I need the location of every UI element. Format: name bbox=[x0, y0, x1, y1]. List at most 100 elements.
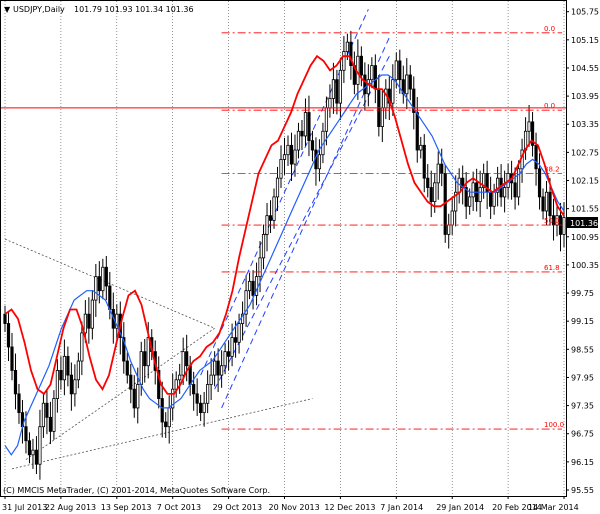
candle-body bbox=[157, 370, 161, 399]
candle-body bbox=[548, 191, 552, 217]
candle-body bbox=[338, 69, 343, 104]
candle-body bbox=[537, 168, 542, 198]
candle-body bbox=[544, 191, 549, 212]
price-tick-label: 99.75 bbox=[571, 289, 594, 298]
candle-body bbox=[132, 388, 136, 409]
candle-body bbox=[223, 351, 227, 367]
candle-body bbox=[530, 121, 535, 146]
candle-body bbox=[167, 407, 171, 428]
candle-body bbox=[230, 337, 234, 357]
candle-body bbox=[394, 60, 398, 81]
candle-body bbox=[73, 379, 77, 395]
price-tick-label: 100.35 bbox=[571, 261, 599, 270]
candle-body bbox=[181, 351, 185, 376]
candle-body bbox=[503, 187, 507, 198]
candle-body bbox=[363, 74, 367, 95]
candle-body bbox=[447, 224, 451, 235]
time-tick-label: 7 Jan 2014 bbox=[380, 503, 423, 512]
candle-body bbox=[534, 144, 538, 170]
candle-body bbox=[237, 323, 241, 343]
candle-body bbox=[104, 266, 108, 287]
candle-body bbox=[160, 398, 164, 423]
current-price-box bbox=[567, 217, 598, 228]
candle-body bbox=[496, 177, 500, 193]
candle-body bbox=[412, 88, 416, 113]
candle-body bbox=[471, 182, 475, 198]
time-tick-label: 13 Sep 2013 bbox=[101, 503, 152, 512]
price-tick-label: 97.35 bbox=[571, 402, 594, 411]
candle-body bbox=[101, 266, 105, 292]
candle-body bbox=[206, 384, 210, 404]
candle-body bbox=[258, 257, 262, 278]
price-tick-label: 96.15 bbox=[571, 458, 594, 467]
candle-body bbox=[139, 351, 143, 385]
candle-body bbox=[415, 112, 419, 151]
candle-body bbox=[247, 280, 252, 292]
candle-body bbox=[296, 130, 301, 151]
symbol-triangle-icon: ▼ bbox=[4, 5, 11, 14]
candle-body bbox=[108, 285, 112, 310]
candle-body bbox=[359, 55, 363, 76]
time-tick-label: 14 Mar 2014 bbox=[528, 503, 579, 512]
candle-body bbox=[300, 130, 304, 137]
candle-body bbox=[69, 374, 73, 395]
candle-body bbox=[199, 402, 203, 414]
candle-body bbox=[331, 79, 336, 99]
time-tick-label: 20 Feb 2014 bbox=[492, 503, 542, 512]
candle-body bbox=[419, 144, 423, 151]
slow-moving-average-line bbox=[4, 54, 565, 396]
candle-body bbox=[349, 41, 353, 67]
candle-body bbox=[80, 332, 84, 362]
candle-body bbox=[213, 360, 217, 376]
price-tick-label: 100.95 bbox=[571, 233, 599, 242]
fib-level-label: 50.0 bbox=[544, 217, 560, 225]
candle-body bbox=[76, 360, 80, 381]
candle-body bbox=[129, 374, 133, 390]
price-tick-label: 103.95 bbox=[571, 92, 599, 101]
ma-layer bbox=[4, 54, 565, 456]
candle-body bbox=[335, 79, 339, 104]
candle-body bbox=[31, 449, 35, 456]
candle-body bbox=[268, 215, 273, 221]
candle-body bbox=[34, 449, 39, 465]
candle-body bbox=[426, 177, 430, 188]
candle-body bbox=[202, 402, 206, 414]
candle-body bbox=[289, 144, 294, 165]
candle-body bbox=[345, 41, 349, 52]
channel-lower-line bbox=[221, 37, 390, 409]
candle-body bbox=[398, 60, 402, 81]
candle-body bbox=[240, 313, 245, 324]
candle-body bbox=[489, 191, 493, 207]
candle-body bbox=[251, 280, 255, 296]
plot-frame bbox=[0, 0, 567, 497]
price-tick-label: 102.75 bbox=[571, 148, 599, 157]
candle-body bbox=[244, 290, 248, 315]
time-tick-label: 31 Jul 2013 bbox=[2, 503, 47, 512]
candle-body bbox=[209, 374, 213, 385]
candle-body bbox=[146, 337, 150, 367]
candle-body bbox=[171, 388, 175, 409]
fib-level-label: 61.8 bbox=[544, 264, 560, 272]
candle-body bbox=[328, 98, 332, 109]
candle-body bbox=[48, 416, 53, 432]
candle-body bbox=[527, 121, 531, 132]
candle-body bbox=[478, 187, 482, 203]
candle-body bbox=[97, 276, 101, 292]
candle-body bbox=[122, 337, 126, 362]
time-tick-label: 7 Oct 2013 bbox=[157, 503, 201, 512]
candle-body bbox=[380, 107, 384, 127]
fib-level-label: 100.0 bbox=[544, 421, 564, 429]
candle-body bbox=[41, 402, 46, 428]
candle-body bbox=[185, 351, 189, 367]
candle-body bbox=[516, 168, 521, 198]
price-tick-label: 97.95 bbox=[571, 373, 594, 382]
candle-body bbox=[87, 313, 91, 329]
candle-body bbox=[275, 177, 280, 198]
price-tick-label: 99.15 bbox=[571, 317, 594, 326]
candle-body bbox=[83, 313, 87, 334]
candle-body bbox=[541, 196, 545, 212]
candle-body bbox=[261, 234, 266, 259]
candle-body bbox=[282, 154, 287, 160]
